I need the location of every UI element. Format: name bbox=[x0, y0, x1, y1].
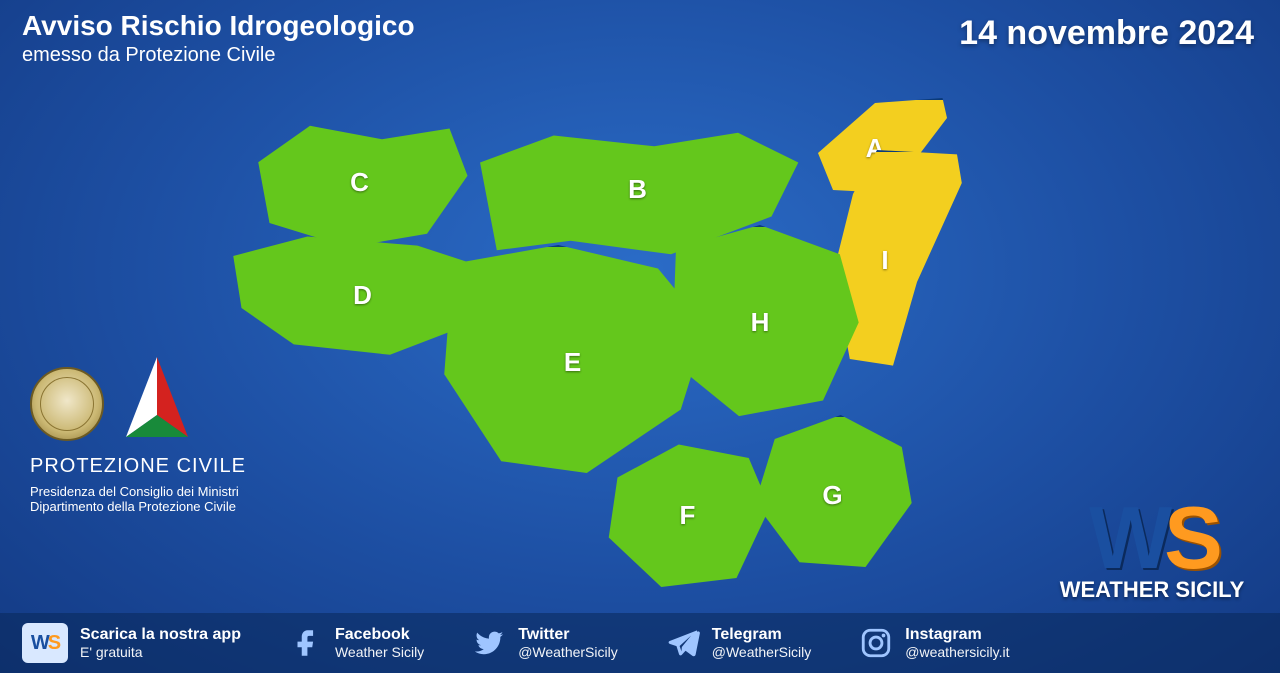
telegram-icon bbox=[666, 626, 700, 660]
pc-subtitle-1: Presidenza del Consiglio dei Ministri bbox=[30, 484, 360, 499]
footer-link-facebook[interactable]: Facebook Weather Sicily bbox=[289, 626, 424, 660]
weather-sicily-logo: WS WEATHER SICILY bbox=[1052, 503, 1252, 603]
footer-link-handle: @WeatherSicily bbox=[518, 644, 618, 660]
map-region-label: D bbox=[353, 280, 372, 311]
ws-logo-glyphs: WS bbox=[1052, 503, 1252, 573]
pc-logos bbox=[30, 355, 360, 441]
footer-link-instagram[interactable]: Instagram @weathersicily.it bbox=[859, 626, 1009, 660]
protezione-civile-block: PROTEZIONE CIVILE Presidenza del Consigl… bbox=[30, 355, 360, 514]
pc-subtitle-2: Dipartimento della Protezione Civile bbox=[30, 499, 360, 514]
header: Avviso Rischio Idrogeologico emesso da P… bbox=[22, 10, 415, 67]
footer-link-label: Telegram bbox=[712, 626, 812, 644]
map-region-E: E bbox=[430, 245, 715, 480]
protezione-civile-logo-icon bbox=[122, 355, 192, 441]
alert-date: 14 novembre 2024 bbox=[959, 14, 1254, 53]
footer-link-twitter[interactable]: Twitter @WeatherSicily bbox=[472, 626, 618, 660]
map-region-F: F bbox=[600, 440, 775, 590]
footer-app-promo[interactable]: WS Scarica la nostra app E' gratuita bbox=[22, 623, 241, 663]
footer-link-handle: Weather Sicily bbox=[335, 644, 424, 660]
footer-link-label: Instagram bbox=[905, 626, 1009, 644]
ws-brand-name: WEATHER SICILY bbox=[1052, 577, 1252, 603]
instagram-icon bbox=[859, 626, 893, 660]
alert-title: Avviso Rischio Idrogeologico bbox=[22, 10, 415, 42]
map-region-label: I bbox=[881, 245, 888, 276]
map-region-label: B bbox=[628, 174, 647, 205]
footer-app-line2: E' gratuita bbox=[80, 644, 241, 660]
alert-subtitle: emesso da Protezione Civile bbox=[22, 44, 415, 67]
footer-link-handle: @WeatherSicily bbox=[712, 644, 812, 660]
footer-link-label: Facebook bbox=[335, 626, 424, 644]
map-region-label: C bbox=[350, 167, 369, 198]
weather-alert-map: { "header": { "title": "Avviso Rischio I… bbox=[0, 0, 1280, 673]
map-region-G: G bbox=[750, 415, 915, 575]
italian-republic-emblem-icon bbox=[30, 367, 104, 441]
footer-app-line1: Scarica la nostra app bbox=[80, 626, 241, 644]
footer-link-telegram[interactable]: Telegram @WeatherSicily bbox=[666, 626, 812, 660]
facebook-icon bbox=[289, 626, 323, 660]
twitter-icon bbox=[472, 626, 506, 660]
pc-title: PROTEZIONE CIVILE bbox=[30, 455, 360, 478]
map-region-label: E bbox=[564, 347, 581, 378]
map-region-label: G bbox=[822, 480, 842, 511]
map-region-C: C bbox=[247, 115, 472, 250]
footer-link-handle: @weathersicily.it bbox=[905, 644, 1009, 660]
footer-link-label: Twitter bbox=[518, 626, 618, 644]
map-region-label: F bbox=[680, 500, 696, 531]
map-region-label: H bbox=[751, 307, 770, 338]
footer-bar: WS Scarica la nostra app E' gratuita Fac… bbox=[0, 613, 1280, 673]
ws-mini-logo-icon: WS bbox=[22, 623, 68, 663]
